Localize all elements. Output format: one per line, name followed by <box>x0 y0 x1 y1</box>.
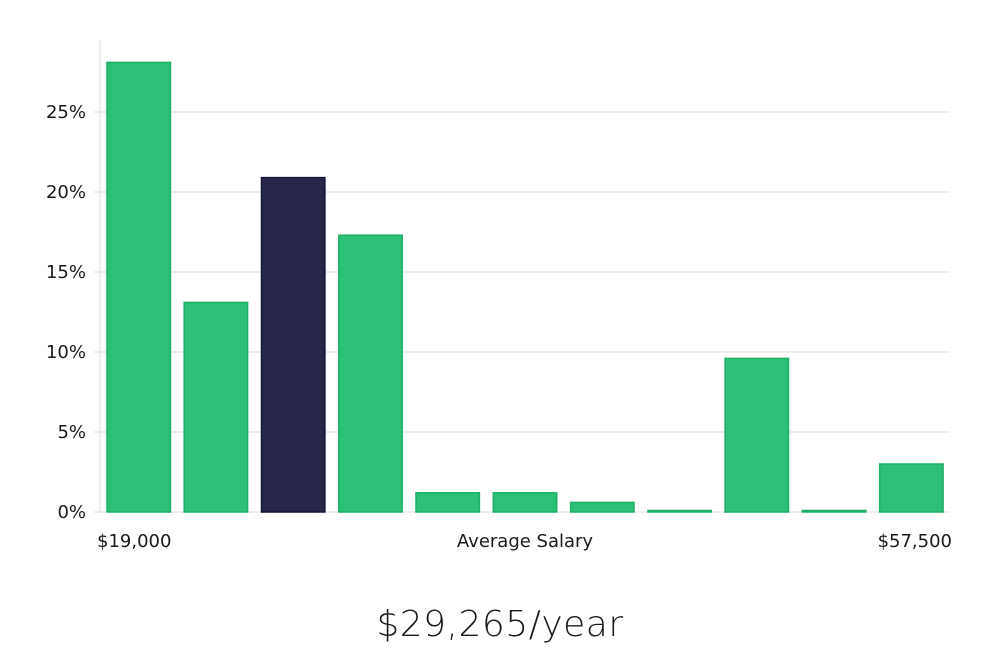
bar <box>569 501 635 513</box>
y-tick-label: 25% <box>46 102 86 123</box>
y-tick-label: 15% <box>46 262 86 283</box>
salary-histogram: 0%5%10%15%20%25% $19,000 Average Salary … <box>46 40 952 552</box>
bar <box>415 492 481 513</box>
bar <box>647 509 713 513</box>
bar <box>106 61 172 513</box>
bar <box>878 463 944 513</box>
y-tick-label: 20% <box>46 182 86 203</box>
y-tick-label: 10% <box>46 342 86 363</box>
y-tick-label: 5% <box>57 422 86 443</box>
y-axis-ticks: 0% 5% 10% 15% 20% 25% <box>46 102 100 523</box>
x-max-label: $57,500 <box>878 531 952 552</box>
x-min-label: $19,000 <box>97 531 171 552</box>
bar <box>183 301 249 513</box>
average-salary-headline: $29,265/year <box>376 604 624 645</box>
bars <box>106 61 944 513</box>
y-tick-label: 0% <box>57 502 86 523</box>
bar <box>801 509 867 513</box>
bar <box>492 492 558 513</box>
x-axis-label: Average Salary <box>457 531 594 552</box>
bar <box>724 357 790 513</box>
bar-highlighted <box>260 176 326 513</box>
bar <box>338 234 403 513</box>
